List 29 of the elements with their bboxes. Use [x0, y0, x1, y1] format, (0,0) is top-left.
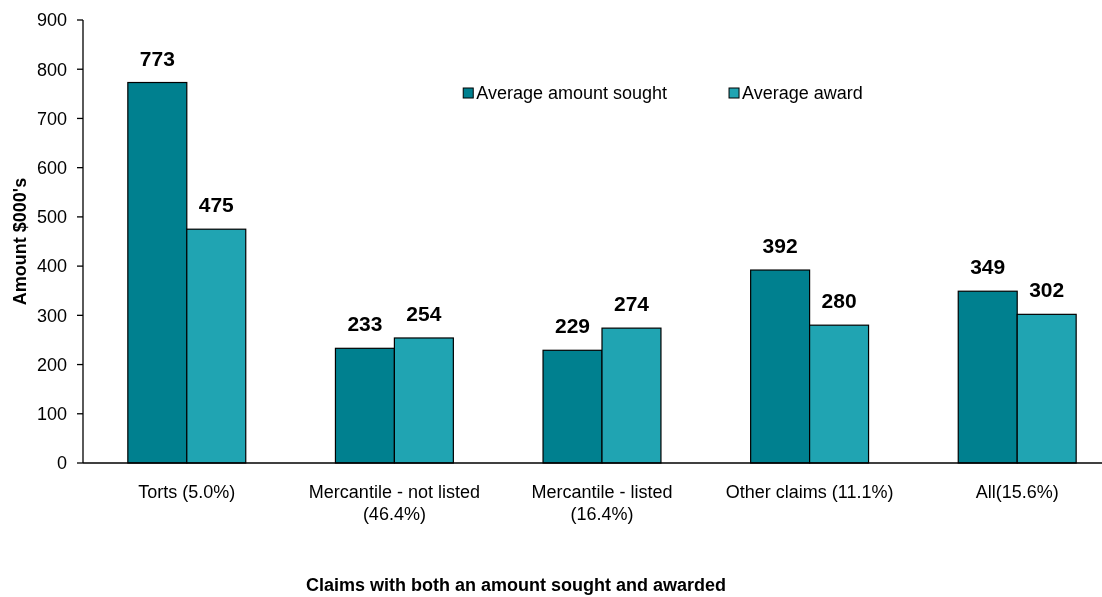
y-axis-title: Amount $000's [10, 177, 30, 306]
x-tick-label: All(15.6%) [975, 482, 1059, 502]
y-tick-label: 300 [36, 305, 67, 326]
legend-label: Average award [742, 83, 863, 103]
data-label: 349 [970, 255, 1006, 279]
x-axis-title: Claims with both an amount sought and awarded [305, 575, 727, 595]
data-label: 392 [762, 234, 798, 258]
y-tick-label: 500 [36, 207, 67, 228]
data-label: 773 [139, 46, 175, 70]
y-tick-label: 400 [36, 256, 67, 277]
y-tick-label: 800 [36, 59, 67, 80]
data-label: 475 [198, 193, 235, 217]
y-tick-label: 600 [36, 157, 67, 178]
data-label: 302 [1029, 278, 1065, 302]
data-label: 274 [613, 292, 650, 316]
y-tick-label: 100 [36, 404, 67, 425]
y-tick-label: 900 [36, 10, 67, 31]
x-tick-label: Torts (5.0%) [138, 482, 236, 502]
data-label: 254 [406, 301, 442, 325]
x-tick-label: Mercantile - not listed (46.4%) [308, 482, 480, 524]
x-tick-label: Other claims (11.1%) [725, 482, 894, 502]
y-tick-label: 200 [36, 354, 67, 375]
data-label: 280 [821, 289, 857, 313]
data-label: 229 [555, 314, 591, 338]
x-tick-label: Mercantile - listed (16.4%) [531, 482, 673, 524]
y-tick-label: 700 [36, 108, 67, 129]
y-tick-label: 0 [56, 453, 67, 474]
legend-label: Average amount sought [476, 83, 668, 103]
data-label: 233 [347, 312, 383, 336]
